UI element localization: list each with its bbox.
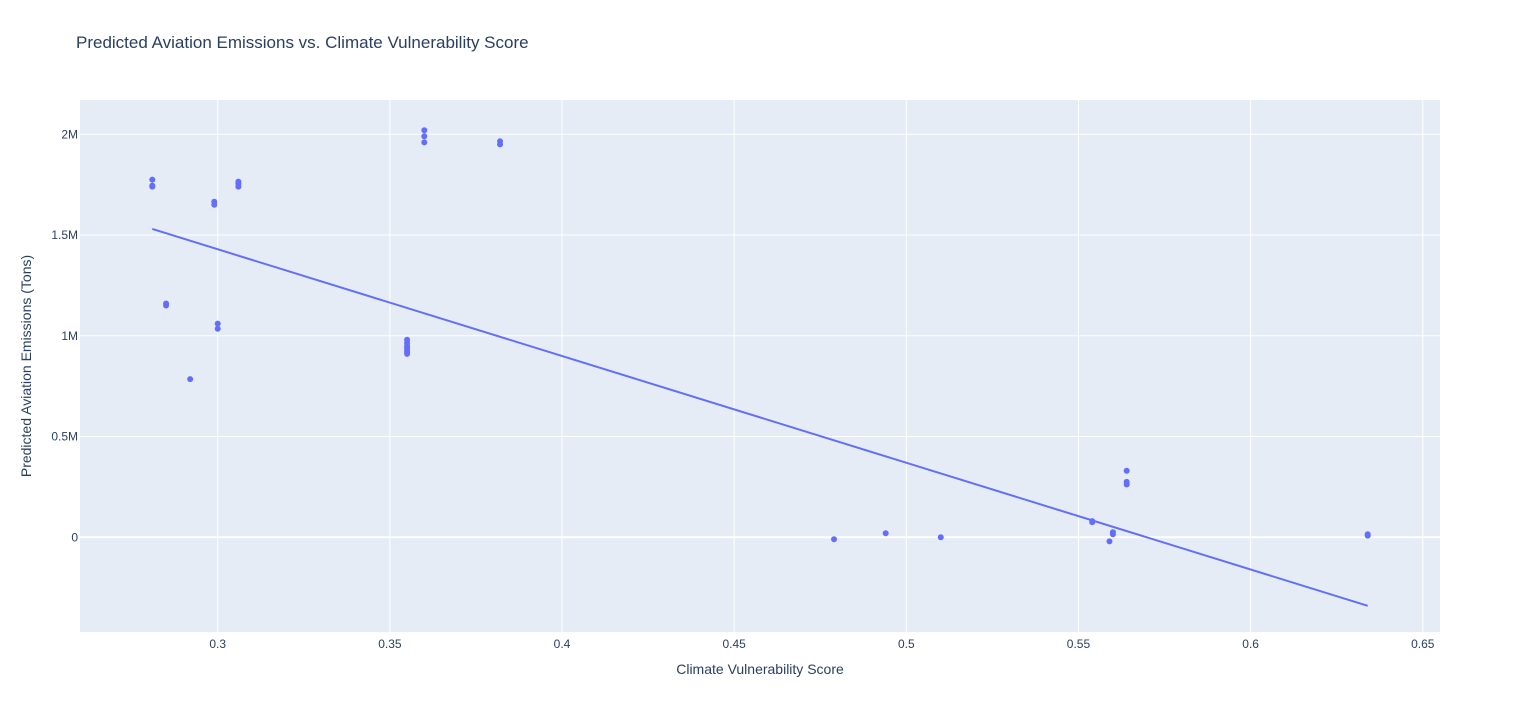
x-tick-label: 0.35 bbox=[378, 637, 402, 651]
y-tick-label: 1M bbox=[61, 329, 78, 343]
x-tick-label: 0.4 bbox=[554, 637, 571, 651]
data-point[interactable] bbox=[163, 302, 170, 309]
x-tick-label: 0.45 bbox=[722, 637, 746, 651]
data-point[interactable] bbox=[937, 534, 944, 541]
y-axis-title: Predicted Aviation Emissions (Tons) bbox=[18, 255, 34, 477]
data-point[interactable] bbox=[1106, 538, 1113, 545]
data-point[interactable] bbox=[214, 325, 221, 332]
x-tick-label: 0.55 bbox=[1067, 637, 1091, 651]
x-tick-label: 0.5 bbox=[898, 637, 915, 651]
data-point[interactable] bbox=[235, 183, 242, 190]
data-point[interactable] bbox=[1123, 467, 1130, 474]
data-point[interactable] bbox=[149, 176, 156, 183]
data-point[interactable] bbox=[421, 139, 428, 146]
data-point[interactable] bbox=[214, 320, 221, 327]
chart-title: Predicted Aviation Emissions vs. Climate… bbox=[76, 33, 529, 52]
data-point[interactable] bbox=[149, 183, 156, 190]
data-point[interactable] bbox=[421, 133, 428, 140]
x-tick-label: 0.65 bbox=[1411, 637, 1435, 651]
x-tick-label: 0.6 bbox=[1242, 637, 1259, 651]
data-point[interactable] bbox=[421, 127, 428, 134]
data-point[interactable] bbox=[187, 376, 194, 383]
plot-area bbox=[80, 100, 1440, 632]
x-tick-label: 0.3 bbox=[209, 637, 226, 651]
tick-labels: 0.3 0.35 0.4 0.45 0.5 0.55 0.6 0.65 0 0.5M 1M 1.5M 2… bbox=[51, 127, 1434, 651]
data-point[interactable] bbox=[882, 530, 889, 537]
data-point[interactable] bbox=[211, 201, 218, 208]
data-point[interactable] bbox=[1109, 531, 1116, 538]
x-axis-title: Climate Vulnerability Score bbox=[676, 661, 844, 677]
data-point[interactable] bbox=[1123, 481, 1130, 488]
trend-line bbox=[152, 228, 1368, 607]
y-tick-label: 0 bbox=[71, 530, 78, 544]
data-point[interactable] bbox=[1364, 532, 1371, 539]
data-point[interactable] bbox=[497, 141, 504, 148]
data-point[interactable] bbox=[404, 350, 411, 357]
y-tick-label: 0.5M bbox=[51, 430, 78, 444]
grid bbox=[80, 100, 1440, 632]
data-layer bbox=[149, 127, 1371, 607]
data-point[interactable] bbox=[831, 536, 838, 543]
y-tick-label: 2M bbox=[61, 127, 78, 141]
data-point[interactable] bbox=[1089, 519, 1096, 526]
y-tick-label: 1.5M bbox=[51, 228, 78, 242]
